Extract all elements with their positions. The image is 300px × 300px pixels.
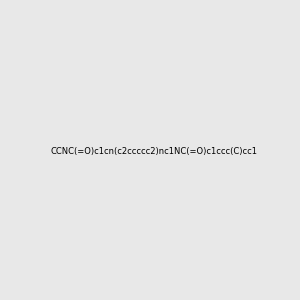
Text: CCNC(=O)c1cn(c2ccccc2)nc1NC(=O)c1ccc(C)cc1: CCNC(=O)c1cn(c2ccccc2)nc1NC(=O)c1ccc(C)c… <box>50 147 257 156</box>
